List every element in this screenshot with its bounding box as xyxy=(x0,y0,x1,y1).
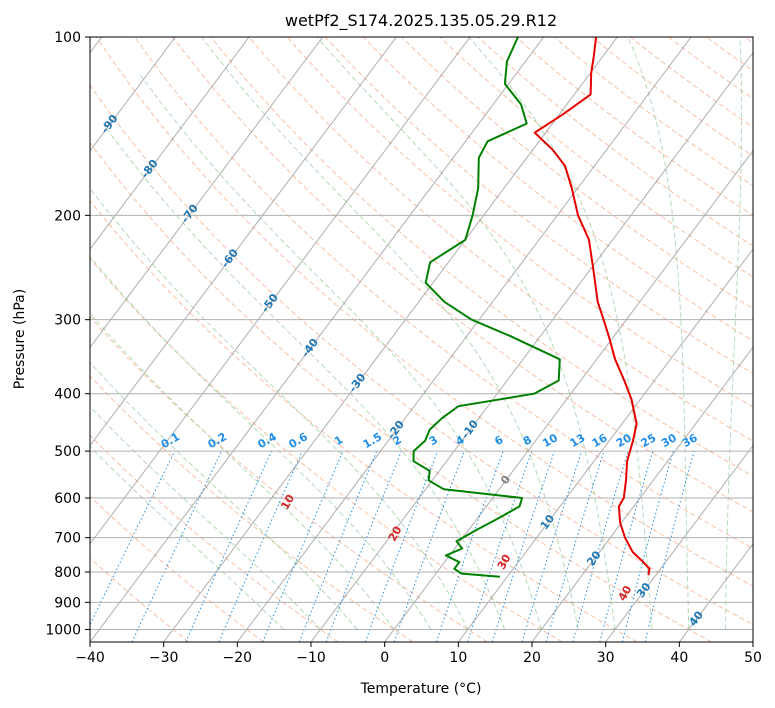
y-axis: 100 200 300 400 500 600 700 800 900 1000 xyxy=(45,30,90,638)
mixing-ratio-line xyxy=(491,450,555,642)
isotherm xyxy=(384,150,753,642)
dry-adiabat xyxy=(401,37,753,310)
dry-adiabat xyxy=(248,37,753,442)
x-tick-label: 50 xyxy=(744,650,762,666)
mixing-ratio-line xyxy=(393,450,465,642)
y-tick-label: 1000 xyxy=(45,622,81,638)
sounding-profiles xyxy=(412,37,651,578)
moist-adiabat xyxy=(316,37,616,630)
x-tick-label: −20 xyxy=(223,650,253,666)
isotherm-label: -100 xyxy=(56,64,83,94)
x-tick-label: −30 xyxy=(149,650,179,666)
x-tick-label: 40 xyxy=(670,650,688,666)
moist-adiabat xyxy=(90,187,469,630)
chart-title: wetPf2_S174.2025.135.05.29.R12 xyxy=(285,11,557,31)
y-tick-label: 300 xyxy=(54,313,81,329)
dry-adiabat xyxy=(363,37,753,342)
mixing-ratio-line xyxy=(364,450,439,642)
isotherm xyxy=(163,37,618,642)
x-tick-label: −10 xyxy=(296,650,326,666)
mixing-ratio-line xyxy=(572,450,629,642)
y-tick-label: 900 xyxy=(54,595,81,611)
y-tick-label: 600 xyxy=(54,491,81,507)
mixing-ratio-line xyxy=(599,450,654,642)
mixing-ratio-line xyxy=(90,450,176,626)
dry-adiabat xyxy=(134,37,753,550)
isotherm xyxy=(236,37,692,642)
isotherm xyxy=(90,37,176,152)
moist-adiabat xyxy=(201,37,579,630)
y-tick-label: 400 xyxy=(54,387,81,403)
pressure-gridlines xyxy=(90,37,753,630)
x-tick-label: 10 xyxy=(449,650,467,666)
moist-adiabat xyxy=(102,123,506,630)
y-tick-label: 800 xyxy=(54,565,81,581)
y-tick-label: 200 xyxy=(54,208,81,224)
temperature-profile xyxy=(533,37,651,576)
plot-area xyxy=(90,37,753,642)
dry-adiabat xyxy=(90,434,339,642)
dry-adiabat xyxy=(172,37,753,513)
dry-adiabat xyxy=(90,557,190,642)
mixing-ratio-line xyxy=(644,450,695,642)
dry-adiabat xyxy=(90,84,753,625)
mixing-ratio-line xyxy=(218,450,303,642)
mixing-ratio-line xyxy=(262,450,344,642)
x-axis: −40 −30 −20 −10 0 10 20 30 40 50 xyxy=(75,642,762,666)
isotherm xyxy=(605,444,753,642)
moist-adiabat xyxy=(90,255,432,630)
dry-adiabat xyxy=(90,199,638,642)
dry-adiabat xyxy=(210,37,753,477)
isotherm xyxy=(531,346,753,642)
dry-adiabat xyxy=(90,142,712,642)
plot-frame xyxy=(89,36,754,643)
mixing-ratio-line xyxy=(185,450,272,642)
moist-adiabat xyxy=(468,37,653,630)
isotherm xyxy=(457,248,753,642)
moist-adiabat xyxy=(627,37,690,630)
x-tick-label: 20 xyxy=(523,650,541,666)
mixing-ratio-line xyxy=(521,450,583,642)
isotherm xyxy=(90,37,471,545)
isotherm xyxy=(90,37,250,250)
x-axis-label: Temperature (°C) xyxy=(360,681,482,697)
moist-adiabat xyxy=(90,405,321,630)
moist-adiabat xyxy=(725,37,743,630)
isotherm xyxy=(752,641,753,642)
x-tick-label: 0 xyxy=(380,650,389,666)
y-tick-label: 100 xyxy=(54,30,81,46)
mixing-ratio-line xyxy=(325,450,402,642)
dry-adiabat xyxy=(90,257,563,642)
moist-adiabat xyxy=(90,361,358,630)
mixing-ratio-line xyxy=(545,450,605,642)
isotherm xyxy=(90,37,397,447)
y-tick-label: 700 xyxy=(54,531,81,547)
isotherm xyxy=(90,37,545,642)
isotherm xyxy=(90,37,324,349)
mixing-ratio-line xyxy=(298,450,378,642)
y-axis-label: Pressure (hPa) xyxy=(12,289,28,389)
dewpoint-profile xyxy=(412,37,561,578)
mixing-ratio-line xyxy=(467,450,533,642)
background-lines xyxy=(90,37,753,642)
mixing-ratio-line xyxy=(621,450,674,642)
x-tick-label: 30 xyxy=(597,650,615,666)
isotherm xyxy=(310,51,753,642)
x-tick-label: −40 xyxy=(75,650,105,666)
moist-adiabat xyxy=(138,72,542,630)
y-tick-label: 500 xyxy=(54,444,81,460)
dry-adiabat xyxy=(90,316,488,642)
